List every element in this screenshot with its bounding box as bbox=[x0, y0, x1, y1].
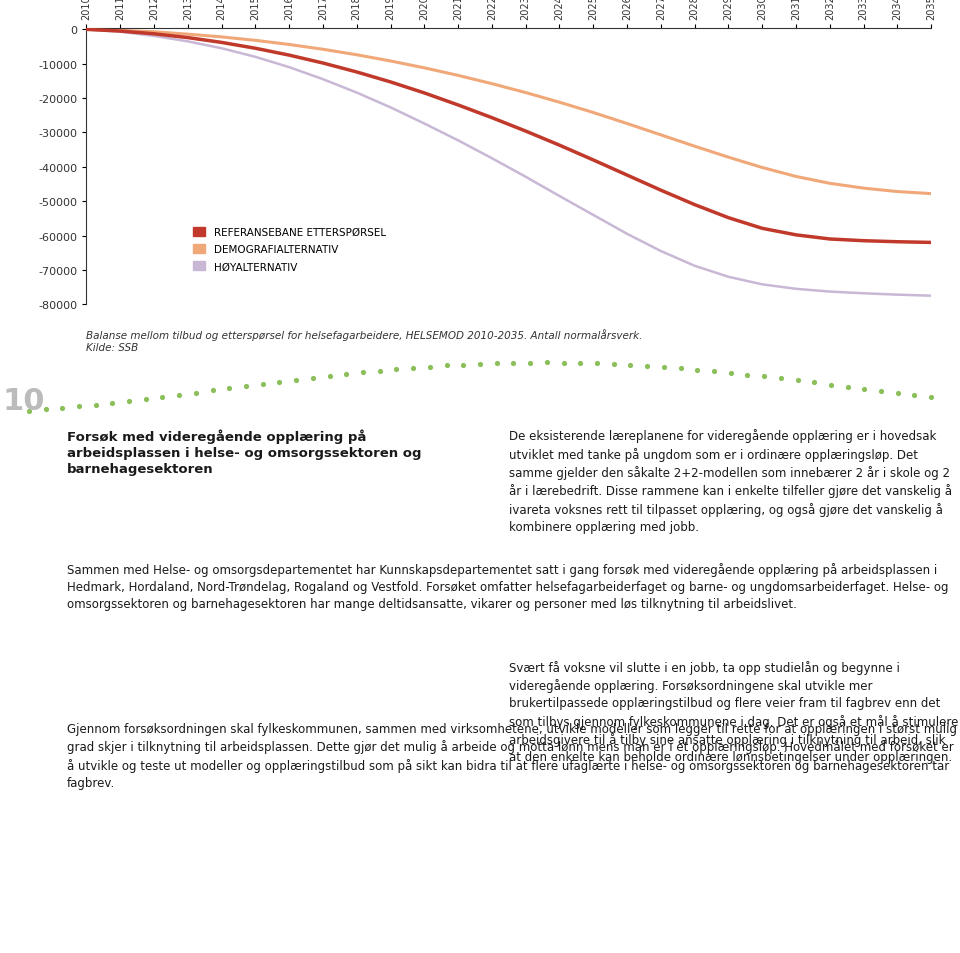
Point bbox=[689, 362, 705, 377]
Point bbox=[924, 391, 939, 406]
Point bbox=[472, 356, 488, 372]
Point bbox=[105, 395, 120, 411]
Point bbox=[656, 360, 671, 375]
Point bbox=[907, 388, 923, 403]
Point bbox=[71, 399, 86, 415]
Point bbox=[489, 356, 504, 372]
Text: Sammen med Helse- og omsorgsdepartementet har Kunnskapsdepartementet satt i gang: Sammen med Helse- og omsorgsdepartemente… bbox=[67, 562, 948, 611]
Text: Gjennom forsøksordningen skal fylkeskommunen, sammen med virksomhetene, utvikle : Gjennom forsøksordningen skal fylkeskomm… bbox=[67, 722, 957, 789]
Point bbox=[322, 369, 337, 384]
Point bbox=[790, 374, 805, 389]
Point bbox=[824, 377, 839, 393]
Point bbox=[606, 357, 621, 373]
Point bbox=[723, 366, 738, 381]
Text: 10: 10 bbox=[3, 387, 45, 416]
Point bbox=[890, 386, 905, 401]
Point bbox=[204, 383, 220, 398]
Point bbox=[556, 355, 571, 371]
Point bbox=[255, 376, 271, 392]
Point bbox=[88, 397, 104, 413]
Point bbox=[639, 358, 655, 374]
Point bbox=[506, 355, 521, 371]
Point bbox=[355, 365, 371, 380]
Point bbox=[756, 370, 772, 385]
Point bbox=[222, 381, 237, 396]
Point bbox=[439, 358, 454, 374]
Point bbox=[21, 404, 36, 419]
Text: Svært få voksne vil slutte i en jobb, ta opp studielån og begynne i videregående: Svært få voksne vil slutte i en jobb, ta… bbox=[509, 660, 958, 763]
Point bbox=[405, 361, 420, 376]
Point bbox=[773, 372, 788, 387]
Point bbox=[673, 361, 688, 376]
Text: Kilde: SSB: Kilde: SSB bbox=[86, 343, 138, 353]
Point bbox=[540, 355, 555, 371]
Point bbox=[305, 371, 321, 386]
Point bbox=[121, 394, 136, 409]
Point bbox=[856, 382, 872, 397]
Point bbox=[522, 355, 538, 371]
Point bbox=[874, 384, 889, 399]
Point bbox=[372, 364, 388, 379]
Point bbox=[806, 375, 822, 391]
Point bbox=[339, 367, 354, 382]
Point bbox=[572, 355, 588, 371]
Point bbox=[138, 392, 154, 407]
Point bbox=[155, 390, 170, 405]
Point bbox=[707, 364, 722, 379]
Point bbox=[188, 386, 204, 401]
Point bbox=[238, 379, 253, 395]
Legend: REFERANSEBANE ETTERSPØRSEL, DEMOGRAFIALTERNATIV, HØYALTERNATIV: REFERANSEBANE ETTERSPØRSEL, DEMOGRAFIALT… bbox=[193, 228, 386, 273]
Text: De eksisterende læreplanene for videregående opplæring er i hovedsak utviklet me: De eksisterende læreplanene for videregå… bbox=[509, 429, 951, 533]
Text: Balanse mellom tilbud og etterspørsel for helsefagarbeidere, HELSEMOD 2010-2035.: Balanse mellom tilbud og etterspørsel fo… bbox=[86, 329, 643, 340]
Point bbox=[740, 368, 756, 383]
Point bbox=[55, 401, 70, 416]
Point bbox=[589, 356, 605, 372]
Point bbox=[456, 357, 471, 373]
Point bbox=[172, 388, 187, 403]
Point bbox=[272, 375, 287, 390]
Point bbox=[422, 359, 438, 375]
Point bbox=[289, 373, 304, 388]
Point bbox=[37, 402, 53, 417]
Point bbox=[389, 362, 404, 377]
Point bbox=[840, 379, 855, 395]
Text: Forsøk med videregående opplæring på
arbeidsplassen i helse- og omsorgssektoren : Forsøk med videregående opplæring på arb… bbox=[67, 429, 421, 476]
Point bbox=[623, 357, 638, 373]
